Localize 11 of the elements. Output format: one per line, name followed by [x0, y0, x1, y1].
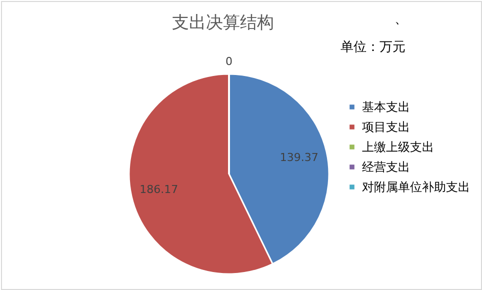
data-label: 186.17	[140, 183, 178, 196]
data-label: 139.37	[280, 150, 318, 164]
text: 0	[226, 55, 232, 68]
legend-label: 经营支出	[362, 160, 410, 174]
legend-label: 对附属单位补助支出	[362, 180, 470, 194]
chart-title: 支出决算结构	[172, 13, 274, 33]
legend-label: 基本支出	[362, 100, 410, 114]
chart-subtitle: 单位：万元	[340, 40, 406, 55]
text: 、	[394, 12, 408, 27]
legend-label: 上缴上级支出	[362, 140, 434, 154]
legend-label: 项目支出	[362, 120, 410, 134]
